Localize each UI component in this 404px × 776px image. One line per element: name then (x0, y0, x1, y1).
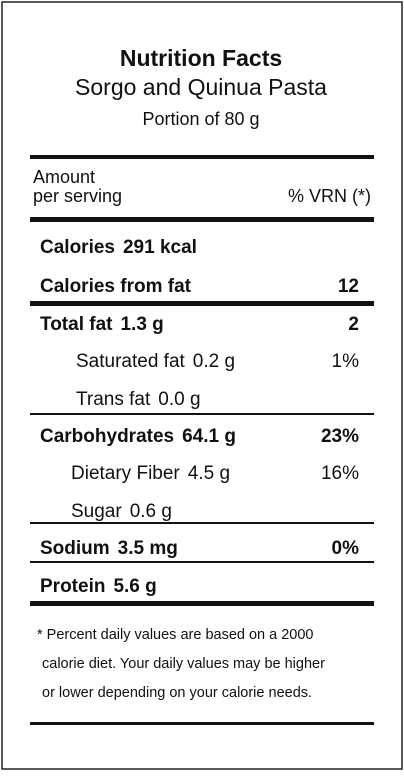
divider (30, 561, 374, 563)
title: Nutrition Facts (120, 45, 282, 71)
nutrient-amount: 5.6 g (113, 576, 156, 597)
nutrient-row: Calories 291 kcal (40, 237, 197, 258)
product-name: Sorgo and Quinua Pasta (75, 74, 327, 100)
nutrient-name: Sugar (71, 501, 122, 522)
column-header: per serving (33, 186, 122, 206)
nutrient-amount: 3.5 mg (118, 538, 178, 559)
nutrient-amount: 4.5 g (188, 463, 230, 484)
nutrient-amount: 0.0 g (158, 389, 200, 410)
nutrient-amount: 1.3 g (120, 314, 163, 335)
nutrient-row: Sugar 0.6 g (71, 501, 172, 522)
nutrient-name: Calories from fat (40, 276, 192, 297)
divider (30, 601, 374, 606)
divider (30, 155, 374, 159)
footnote-line: or lower depending on your calorie needs… (42, 685, 312, 701)
divider (30, 722, 374, 725)
daily-value: 16% (321, 463, 359, 484)
nutrient-name: Carbohydrates (40, 426, 174, 447)
nutrient-name: Sodium (40, 538, 110, 559)
divider (30, 217, 374, 222)
nutrient-row: Sodium 3.5 mg (40, 538, 178, 559)
nutrient-row: Protein 5.6 g (40, 576, 157, 597)
nutrient-name: Trans fat (76, 389, 151, 410)
daily-value: 1% (332, 351, 360, 372)
footnote-line: * Percent daily values are based on a 20… (37, 627, 314, 643)
nutrient-row: Saturated fat 0.2 g (76, 351, 235, 372)
nutrient-name: Saturated fat (76, 351, 186, 372)
nutrient-name: Dietary Fiber (71, 463, 180, 484)
nutrient-amount: 0.2 g (193, 351, 235, 372)
divider (30, 301, 374, 306)
divider (30, 522, 374, 524)
nutrient-amount: 64.1 g (182, 426, 236, 447)
nutrient-row: Trans fat 0.0 g (76, 389, 201, 410)
nutrient-name: Protein (40, 576, 105, 597)
footnote-line: calorie diet. Your daily values may be h… (42, 656, 325, 672)
divider (30, 413, 374, 415)
column-header: % VRN (*) (288, 186, 371, 206)
nutrient-row: Calories from fat (40, 276, 192, 297)
nutrient-name: Total fat (40, 314, 113, 335)
nutrient-row: Total fat 1.3 g (40, 314, 164, 335)
daily-value: 12 (338, 276, 359, 297)
nutrient-row: Dietary Fiber 4.5 g (71, 463, 230, 484)
nutrient-name: Calories (40, 237, 115, 258)
daily-value: 2 (348, 314, 359, 335)
daily-value: 23% (321, 426, 359, 447)
daily-value: 0% (332, 538, 360, 559)
nutrient-row: Carbohydrates 64.1 g (40, 426, 236, 447)
portion: Portion of 80 g (142, 109, 259, 129)
nutrient-amount: 0.6 g (130, 501, 172, 522)
column-header: Amount (33, 167, 95, 187)
nutrient-amount: 291 kcal (123, 237, 197, 258)
